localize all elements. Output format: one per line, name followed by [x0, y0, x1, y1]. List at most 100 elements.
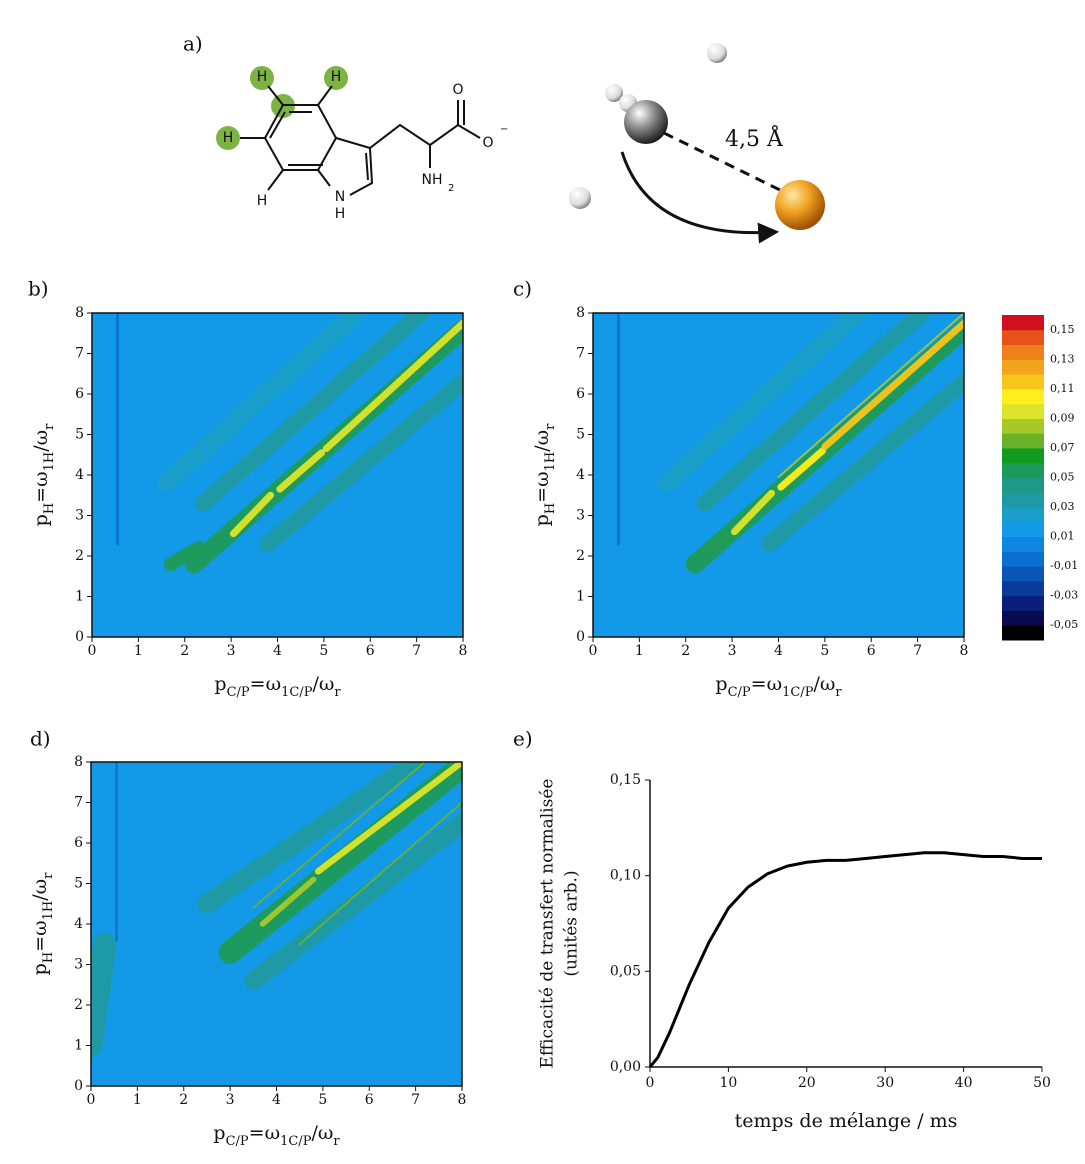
axis-label-part: p: [29, 963, 51, 975]
distance-diagram: 4,5 Å: [569, 43, 825, 244]
axis-label-part: 1H: [42, 452, 57, 472]
ridge: [195, 313, 430, 512]
axis-label-part: 1C/P: [280, 1134, 312, 1149]
x-tick-label: 8: [459, 643, 468, 659]
axis-label: pC/P=ω1C/P/ωr: [213, 1122, 340, 1149]
atom: NH: [422, 172, 443, 188]
colorbar-band: [1002, 536, 1044, 552]
x-tick-label: 4: [273, 643, 282, 659]
ridge: [777, 447, 827, 491]
y-tick-label: 3: [576, 508, 585, 524]
y-tick-label: 0,05: [610, 963, 641, 979]
ridge: [322, 319, 463, 453]
x-tick-label: 6: [366, 643, 375, 659]
ridge: [244, 813, 462, 990]
colorbar-label: -0,05: [1050, 618, 1078, 631]
axis-label-part: /ω: [29, 879, 51, 901]
axis-label-part: r: [835, 685, 842, 700]
axis-label: pC/P=ω1C/P/ωr: [214, 673, 341, 700]
axis-label-part: 1C/P: [782, 685, 814, 700]
x-tick-label: 2: [180, 643, 189, 659]
x-tick-label: 8: [458, 1092, 467, 1108]
y-tick-label: 6: [75, 386, 84, 402]
x-tick-label: 40: [955, 1075, 973, 1091]
colorbar-band: [1002, 566, 1044, 582]
atom: N: [335, 189, 345, 205]
y-tick-label: 7: [576, 346, 585, 362]
axis-label-part: p: [213, 1122, 225, 1144]
ridge: [229, 491, 275, 538]
colorbar-label: 0,15: [1050, 323, 1075, 336]
molecule: a) H H H H N H NH 2 O O −: [183, 32, 508, 223]
y-axis-label: Efficacité de transfert normalisée: [538, 779, 558, 1069]
panel-label: a): [183, 32, 203, 56]
colorbar-band: [1002, 329, 1044, 346]
axis-label-part: 1C/P: [281, 685, 313, 700]
axis-label-part: r: [42, 423, 57, 430]
ridge: [260, 373, 463, 552]
y-tick-label: 8: [74, 754, 83, 770]
heatmap-field: [91, 762, 462, 1086]
hydrogen-sphere: [605, 84, 623, 102]
axis-label-part: H: [42, 503, 57, 514]
x-tick-label: 6: [365, 1092, 374, 1108]
background-level: [92, 313, 463, 637]
highlight: [324, 66, 348, 90]
axis-label-part: 1H: [41, 901, 56, 921]
colorbar-band: [1002, 433, 1044, 449]
atom: H: [257, 193, 268, 209]
colorbar-band: [1002, 315, 1044, 331]
panel-label: c): [513, 277, 532, 301]
colorbar-band: [1002, 492, 1044, 508]
x-tick-label: 5: [318, 1092, 327, 1108]
axis-label-part: =ω: [29, 920, 51, 951]
x-tick-label: 7: [411, 1092, 420, 1108]
atom: H: [223, 130, 234, 146]
x-tick-label: 0: [589, 643, 598, 659]
y-tick-label: 3: [74, 957, 83, 973]
colorbar-label: 0,01: [1050, 530, 1075, 543]
y-tick-label: 3: [75, 508, 84, 524]
axis-label-part: H: [41, 952, 56, 963]
atom: H: [257, 69, 268, 85]
ridge: [252, 762, 426, 909]
atom: H: [335, 206, 346, 222]
axis-label-part: =ω: [250, 673, 281, 695]
x-tick-label: 7: [412, 643, 421, 659]
carbon-sphere: [624, 100, 668, 144]
y-axis-label: (unités arb.): [562, 870, 582, 976]
y-tick-label: 0: [75, 629, 84, 645]
y-tick-label: 0,15: [610, 772, 641, 788]
y-tick-label: 0,00: [610, 1059, 641, 1075]
distance-label: 4,5 Å: [725, 124, 784, 152]
colorbar-label: 0,03: [1050, 500, 1075, 513]
y-tick-label: 7: [74, 795, 83, 811]
y-tick-label: 2: [576, 548, 585, 564]
axis-label-part: /ω: [311, 1122, 333, 1144]
ridge: [156, 313, 366, 493]
y-tick-label: 8: [75, 305, 84, 321]
x-tick-label: 8: [960, 643, 969, 659]
colorbar-band: [1002, 477, 1044, 493]
colorbar-label: 0,05: [1050, 471, 1075, 484]
axis-label-part: p: [715, 673, 727, 695]
y-tick-label: 0: [74, 1078, 83, 1094]
axis-label-part: r: [334, 685, 341, 700]
axis-label-part: /ω: [312, 673, 334, 695]
axis-label-part: C/P: [728, 685, 751, 700]
y-tick-label: 0,10: [610, 868, 641, 884]
y-tick-label: 5: [75, 427, 84, 443]
axis-label-part: p: [531, 514, 553, 526]
hydrogen-sphere: [569, 187, 591, 209]
axis-label: pH=ω1H/ωr: [531, 423, 558, 526]
axis-label-part: r: [543, 423, 558, 430]
axis-label-part: =ω: [751, 673, 782, 695]
charge: −: [500, 124, 508, 135]
ridge: [91, 932, 117, 1058]
axis-label-part: =ω: [30, 471, 52, 502]
highlight: [216, 126, 240, 150]
axis-label-part: /ω: [531, 430, 553, 452]
colorbar-band: [1002, 344, 1044, 360]
x-tick-label: 7: [913, 643, 922, 659]
